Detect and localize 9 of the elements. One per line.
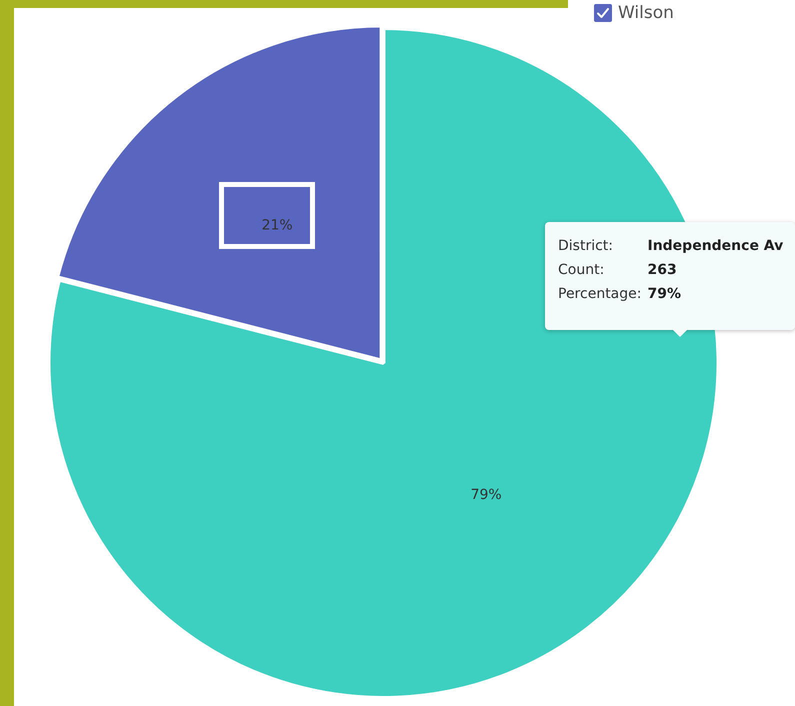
legend-label: Wilson	[618, 3, 674, 23]
data-label: 21%	[262, 218, 293, 234]
text: 79%	[647, 286, 682, 302]
text: Percentage:	[558, 286, 642, 302]
text: 263	[647, 262, 678, 278]
text: Count:	[558, 262, 606, 278]
text: Independence Av	[647, 238, 784, 254]
text: District:	[558, 238, 614, 254]
data-label: 79%	[470, 486, 502, 503]
